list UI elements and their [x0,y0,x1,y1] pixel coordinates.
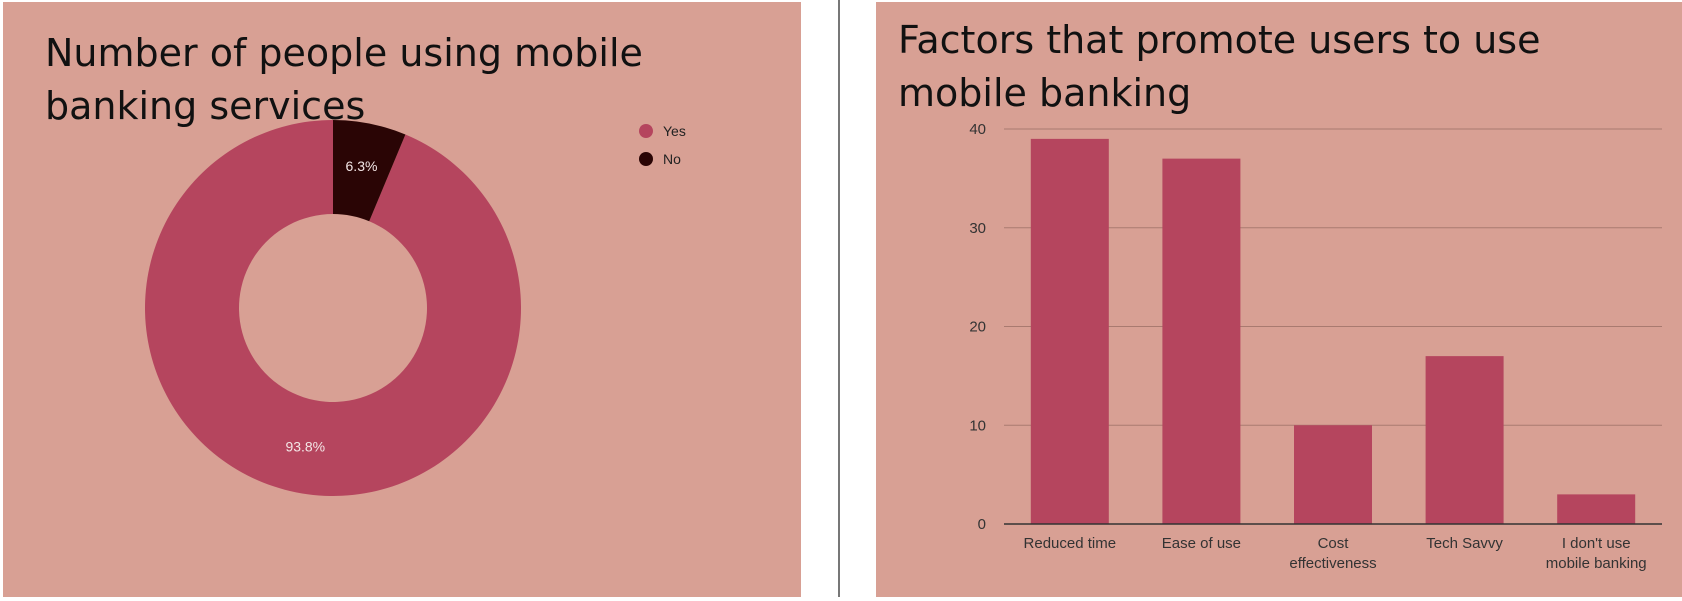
donut-chart-title: Number of people using mobile banking se… [45,31,643,128]
bar-chart: 0 10 20 30 40 Reduced time Ease of use Cost effe… [969,121,1662,572]
donut-slice-yes [145,120,522,496]
x-tick-label: Cost [1318,535,1350,552]
x-tick-label: effectiveness [1289,555,1376,572]
bar-chart-panel: Factors that promote users to use mobile… [876,2,1682,597]
donut-slice-no [333,120,406,222]
y-tick-label: 10 [969,417,986,434]
x-tick-label: Reduced time [1024,535,1117,552]
x-tick-label: Ease of use [1162,535,1241,552]
bar [1030,138,1109,524]
bar [1162,158,1241,524]
donut-chart: 93.8% 6.3% Yes No [145,120,686,496]
bar [1557,494,1636,524]
y-tick-label: 30 [969,220,986,237]
legend-label-yes: Yes [663,123,686,139]
legend-swatch-yes [639,124,653,138]
x-tick-label: Tech Savvy [1426,535,1503,552]
x-tick-label: mobile banking [1546,555,1647,572]
y-tick-label: 40 [969,121,986,138]
x-tick-label: I don't use [1562,535,1631,552]
y-tick-label: 20 [969,319,986,336]
bar-chart-title: Factors that promote users to use mobile… [898,18,1541,115]
donut-slice-label-no: 6.3% [346,158,378,174]
y-tick-label: 0 [978,516,986,533]
legend-swatch-no [639,152,653,166]
donut-slice-label-yes: 93.8% [285,438,325,454]
bar [1294,425,1372,524]
panel-divider [838,0,840,597]
bar [1425,356,1504,524]
legend-label-no: No [663,151,681,167]
donut-chart-panel: Number of people using mobile banking se… [3,2,801,597]
